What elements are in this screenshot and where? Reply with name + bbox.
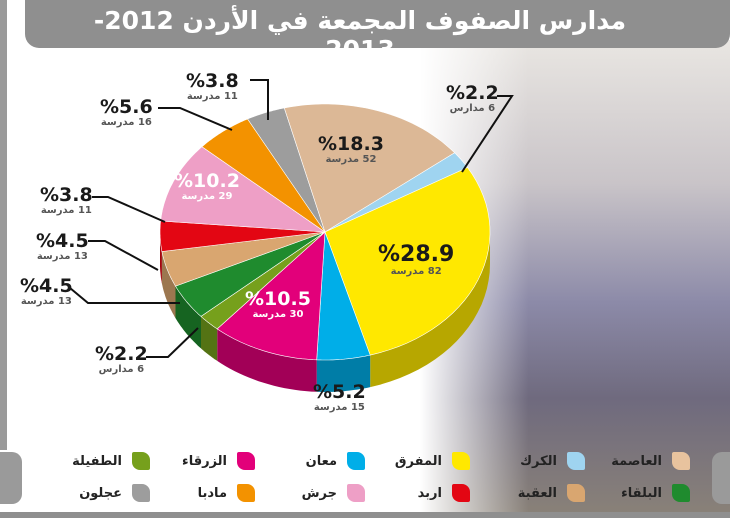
label-mafraq: %28.9 82 مدرسة bbox=[378, 242, 455, 277]
pie-slice-4 bbox=[316, 231, 371, 361]
legend-label: الكرك bbox=[520, 453, 557, 469]
legend-right-cap bbox=[712, 452, 730, 504]
legend-item: جرش bbox=[302, 484, 365, 502]
bottom-frame-bar bbox=[0, 512, 730, 518]
pie-side-5 bbox=[217, 328, 317, 392]
legend-item: الزرقاء bbox=[182, 452, 255, 470]
legend-swatch bbox=[452, 484, 470, 502]
pie-slice-8 bbox=[161, 231, 326, 287]
pie-side-7 bbox=[175, 286, 201, 349]
label-ajloun: %3.8 11 مدرسة bbox=[186, 70, 239, 102]
legend-swatch bbox=[132, 452, 150, 470]
leader-lines bbox=[69, 79, 514, 358]
title-bar bbox=[25, 0, 730, 48]
pie-slice-5 bbox=[216, 231, 326, 361]
legend-item: اربد bbox=[418, 484, 470, 502]
leader-line-madaba bbox=[158, 107, 233, 131]
legend-swatch bbox=[347, 484, 365, 502]
legend-label: الطفيلة bbox=[72, 453, 122, 469]
pie-side-8 bbox=[161, 251, 176, 319]
pie-slice-7 bbox=[175, 231, 326, 317]
leader-line-irbid bbox=[92, 196, 166, 223]
legend-swatch bbox=[672, 484, 690, 502]
pie-side-3 bbox=[370, 232, 490, 388]
legend-label: العقبة bbox=[517, 485, 557, 501]
left-frame-bar bbox=[0, 0, 7, 450]
pie-side-6 bbox=[201, 316, 218, 361]
legend-item: مادبا bbox=[198, 484, 255, 502]
legend-label: معان bbox=[305, 453, 337, 469]
legend-left-cap bbox=[0, 452, 22, 504]
legend-item: الطفيلة bbox=[72, 452, 150, 470]
legend-label: مادبا bbox=[197, 485, 227, 501]
legend-swatch bbox=[347, 452, 365, 470]
pie-slice-3 bbox=[324, 167, 491, 356]
pie-slice-11 bbox=[201, 118, 326, 233]
label-tafila: %2.2 6 مدارس bbox=[95, 343, 148, 375]
legend-item: الكرك bbox=[520, 452, 585, 470]
legend-swatch bbox=[237, 484, 255, 502]
legend-label: اربد bbox=[417, 485, 442, 501]
legend-item: معان bbox=[306, 452, 365, 470]
legend-item: العقبة bbox=[518, 484, 585, 502]
legend-swatch bbox=[567, 484, 585, 502]
pie-slice-9 bbox=[159, 220, 326, 252]
label-aqaba: %4.5 13 مدرسة bbox=[36, 230, 89, 262]
pie-side-9 bbox=[160, 232, 162, 284]
pie-slice-0 bbox=[247, 107, 326, 233]
legend-label: عجلون bbox=[79, 485, 122, 501]
legend-item: عجلون bbox=[79, 484, 150, 502]
label-irbid: %3.8 11 مدرسة bbox=[40, 184, 93, 216]
label-jerash: %10.2 29 مدرسة bbox=[174, 170, 240, 202]
legend-swatch bbox=[132, 484, 150, 502]
legend-swatch bbox=[237, 452, 255, 470]
label-capital: %18.3 52 مدرسة bbox=[318, 133, 384, 165]
leader-line-aqaba bbox=[88, 240, 159, 271]
leader-line-karak bbox=[461, 95, 514, 173]
legend-swatch bbox=[567, 452, 585, 470]
label-zarqa: %10.5 30 مدرسة bbox=[245, 288, 311, 320]
chart-title: مدارس الصفوف المجمعة في الأردن 2012- 201… bbox=[93, 6, 627, 64]
label-balqa: %4.5 13 مدرسة bbox=[20, 275, 73, 307]
leader-line-balqa bbox=[69, 287, 180, 304]
legend-label: العاصمة bbox=[611, 453, 662, 469]
label-maan: %5.2 15 مدرسة bbox=[313, 381, 366, 413]
legend-label: الزرقاء bbox=[182, 453, 227, 469]
legend-label: المفرق bbox=[394, 453, 442, 469]
label-karak: %2.2 6 مدارس bbox=[446, 82, 499, 114]
legend-label: جرش bbox=[301, 485, 337, 501]
legend-item: المفرق bbox=[395, 452, 470, 470]
leader-line-ajloun bbox=[250, 79, 269, 120]
pie-side-4 bbox=[316, 355, 371, 392]
pie-slice-1 bbox=[283, 103, 456, 233]
leader-line-tafila bbox=[146, 327, 199, 358]
legend-label: البلقاء bbox=[621, 485, 662, 501]
pie-slice-10 bbox=[160, 146, 327, 233]
pie-slice-6 bbox=[200, 231, 326, 330]
legend-item: العاصمة bbox=[611, 452, 690, 470]
label-madaba: %5.6 16 مدرسة bbox=[100, 96, 153, 128]
legend-swatch bbox=[672, 452, 690, 470]
legend-item: البلقاء bbox=[621, 484, 690, 502]
legend-swatch bbox=[452, 452, 470, 470]
